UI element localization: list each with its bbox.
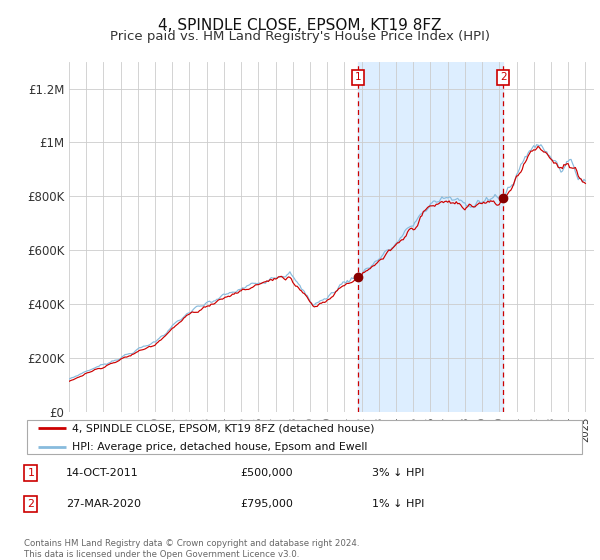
Text: 14-OCT-2011: 14-OCT-2011 [66, 468, 139, 478]
FancyBboxPatch shape [27, 420, 582, 455]
Text: 1% ↓ HPI: 1% ↓ HPI [372, 498, 424, 508]
Text: £500,000: £500,000 [240, 468, 293, 478]
Bar [358, 62, 503, 412]
Text: £795,000: £795,000 [240, 498, 293, 508]
Text: 3% ↓ HPI: 3% ↓ HPI [372, 468, 424, 478]
Text: 4, SPINDLE CLOSE, EPSOM, KT19 8FZ (detached house): 4, SPINDLE CLOSE, EPSOM, KT19 8FZ (detac… [71, 423, 374, 433]
Text: Contains HM Land Registry data © Crown copyright and database right 2024.
This d: Contains HM Land Registry data © Crown c… [24, 539, 359, 559]
Text: 4, SPINDLE CLOSE, EPSOM, KT19 8FZ: 4, SPINDLE CLOSE, EPSOM, KT19 8FZ [158, 18, 442, 33]
Text: 2: 2 [500, 72, 506, 82]
Text: HPI: Average price, detached house, Epsom and Ewell: HPI: Average price, detached house, Epso… [71, 442, 367, 452]
Text: 1: 1 [355, 72, 361, 82]
Text: Price paid vs. HM Land Registry's House Price Index (HPI): Price paid vs. HM Land Registry's House … [110, 30, 490, 43]
Text: 27-MAR-2020: 27-MAR-2020 [66, 498, 141, 508]
Text: 2: 2 [27, 498, 34, 508]
Text: 1: 1 [27, 468, 34, 478]
